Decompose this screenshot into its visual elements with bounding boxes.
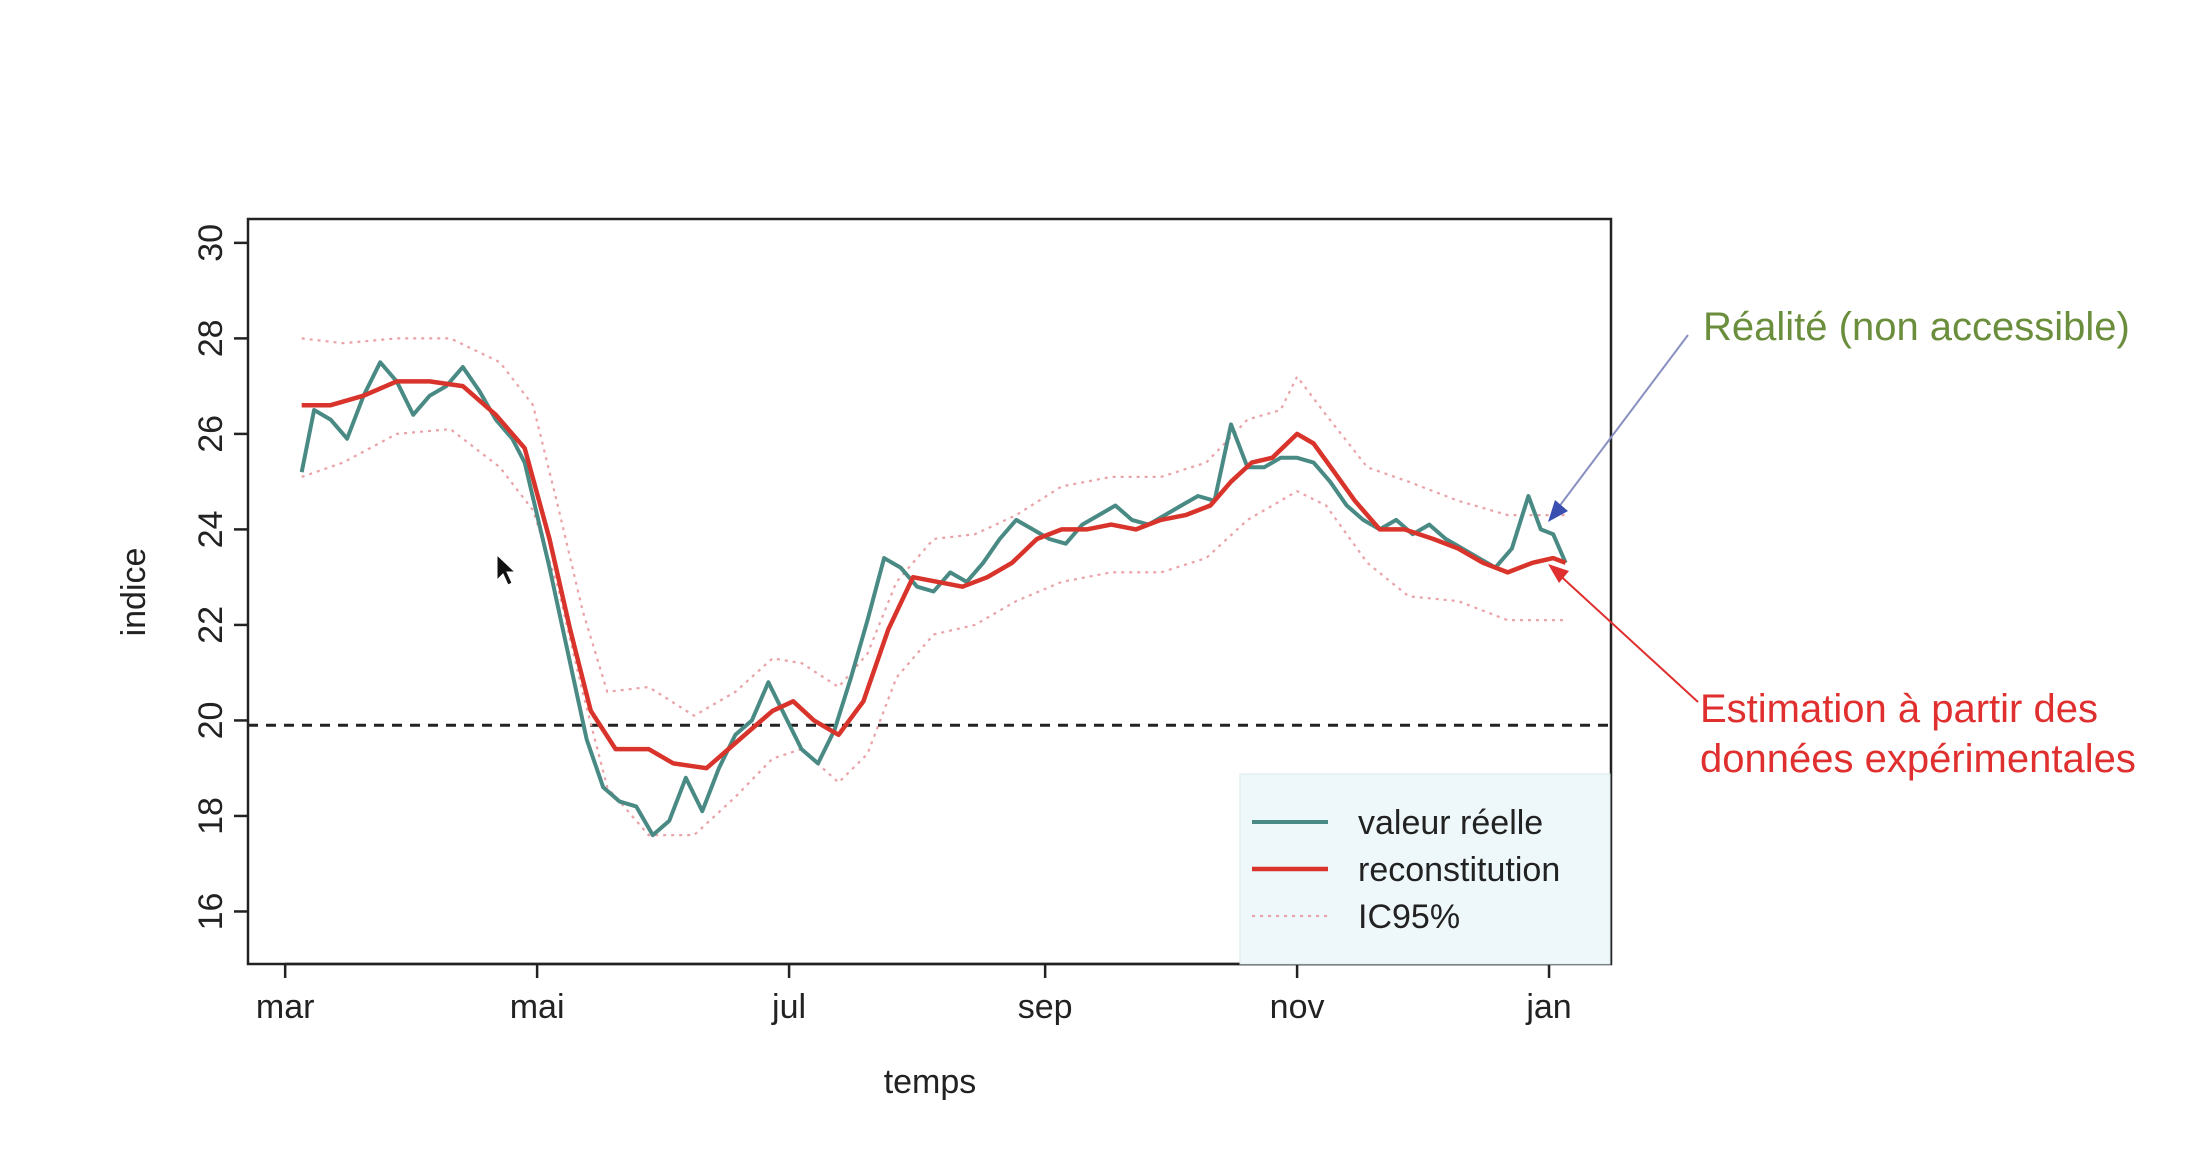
- annotation-estimation-line-2: données expérimentales: [1700, 737, 2136, 781]
- mouse-pointer-icon: [496, 553, 517, 586]
- y-tick-label: 18: [192, 797, 230, 835]
- annotation-reality-arrow: [1551, 334, 1689, 517]
- plot-area: 16 18 20 22 24 26 28 30 mar mai jul sep nov jan: [192, 217, 1613, 1026]
- legend-label: IC95%: [1358, 898, 1460, 936]
- annotation-estimation-line-1: Estimation à partir des: [1700, 687, 2098, 731]
- y-tick-label: 30: [192, 224, 230, 262]
- series-valeur-reelle: [299, 360, 1568, 838]
- y-axis-label: indice: [115, 548, 153, 637]
- series-group: [299, 337, 1568, 838]
- legend: valeur réelle reconstitution IC95%: [1239, 773, 1611, 965]
- legend-label: reconstitution: [1358, 851, 1560, 889]
- y-tick-label: 24: [192, 511, 230, 549]
- y-tick-label: 20: [192, 702, 230, 740]
- x-tick-label: jan: [1525, 988, 1571, 1026]
- annotation-estimation-arrow: [1553, 569, 1699, 703]
- series-reconstitution: [301, 379, 1567, 771]
- annotations: Réalité (non accessible) Estimation à pa…: [496, 305, 2136, 781]
- y-tick-label: 26: [192, 415, 230, 453]
- x-axis: mar mai jul sep nov jan: [256, 962, 1572, 1026]
- y-tick-label: 22: [192, 606, 230, 644]
- y-tick-label: 16: [192, 893, 230, 931]
- x-axis-label: temps: [884, 1063, 977, 1101]
- y-axis: 16 18 20 22 24 26 28 30: [192, 224, 248, 930]
- annotation-reality: Réalité (non accessible): [1703, 305, 2130, 349]
- x-tick-label: sep: [1018, 988, 1073, 1026]
- y-tick-label: 28: [192, 319, 230, 357]
- legend-label: valeur réelle: [1358, 804, 1543, 842]
- annotation-estimation-arrowhead: [1548, 564, 1569, 583]
- x-tick-label: mai: [510, 988, 565, 1026]
- x-tick-label: mar: [256, 988, 315, 1026]
- annotation-reality-arrowhead: [1548, 500, 1568, 522]
- x-tick-label: jul: [771, 988, 806, 1026]
- x-tick-label: nov: [1270, 988, 1325, 1026]
- annotation-estimation: Estimation à partir des données expérime…: [1700, 687, 2136, 781]
